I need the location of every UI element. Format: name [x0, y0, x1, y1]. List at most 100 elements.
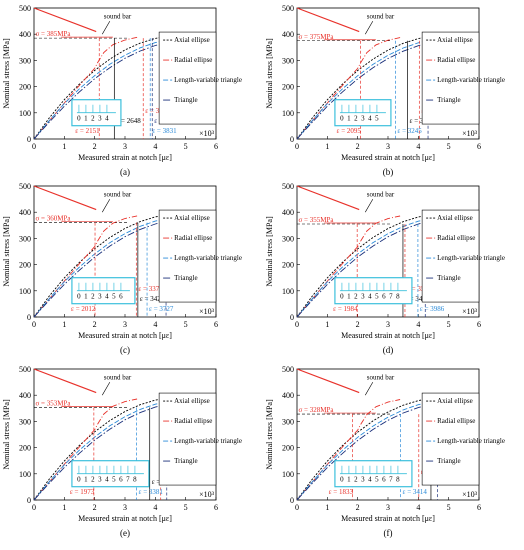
- length-variable-triangle-line: [296, 216, 480, 318]
- sigma-label: σ = 375MPa: [299, 33, 335, 41]
- legend-label: Axial ellipse: [174, 397, 210, 405]
- y-tick-label: 400: [19, 208, 31, 217]
- x-tick-label: 5: [447, 320, 451, 329]
- y-tick-label: 0: [290, 313, 294, 322]
- scale-tick-label: 4: [368, 476, 372, 484]
- x-tick-label: 1: [325, 503, 329, 512]
- y-tick-label: 100: [282, 287, 294, 296]
- sound-bar-line: [296, 185, 360, 211]
- legend-box: [421, 209, 480, 303]
- scale-tick-label: 2: [354, 115, 358, 123]
- legend-label: Triangle: [174, 457, 197, 465]
- x-tick-label: 3: [123, 142, 127, 151]
- x-tick-label: 2: [93, 503, 97, 512]
- sound-bar-pointer: [364, 198, 374, 213]
- sigma-label: σ = 360MPa: [36, 215, 72, 223]
- legend-label: Length-variable triangle: [174, 437, 242, 445]
- y-tick-label: 400: [19, 30, 31, 39]
- x-tick-label: 4: [153, 142, 157, 151]
- y-axis-label: Nominal stress [MPa]: [2, 38, 11, 109]
- scale-tick-label: 5: [375, 476, 379, 484]
- strain-label: ε = 3245: [397, 127, 422, 135]
- scale-tick-label: 5: [375, 293, 379, 301]
- x-tick-label: 2: [93, 142, 97, 151]
- scale-tick-label: 1: [84, 293, 88, 301]
- scale-tick-label: 2: [91, 115, 95, 123]
- panel-caption: (c): [120, 345, 130, 355]
- y-tick-label: 100: [19, 287, 31, 296]
- y-tick-label: 500: [19, 365, 31, 374]
- x-tick-label: 2: [356, 503, 360, 512]
- legend-label: Axial ellipse: [174, 214, 210, 222]
- length-variable-triangle-line: [33, 399, 217, 501]
- scale-tick-label: 0: [77, 476, 81, 484]
- scale-tick-label: 2: [91, 476, 95, 484]
- legend-label: Triangle: [437, 96, 460, 104]
- y-tick-label: 500: [19, 182, 31, 191]
- scale-tick-label: 6: [382, 293, 386, 301]
- scale-tick-label: 1: [347, 115, 351, 123]
- y-tick-label: 300: [19, 56, 31, 65]
- legend-label: Length-variable triangle: [437, 437, 505, 445]
- scale-tick-label: 1: [84, 476, 88, 484]
- sound-bar-line: [33, 368, 97, 394]
- y-tick-label: 0: [27, 313, 31, 322]
- scale-tick-label: 4: [368, 115, 372, 123]
- strain-label: ε = 3727: [149, 305, 174, 313]
- y-tick-label: 0: [290, 496, 294, 505]
- scale-tick-label: 7: [389, 476, 393, 484]
- y-tick-label: 300: [282, 234, 294, 243]
- y-tick-label: 0: [27, 496, 31, 505]
- y-tick-label: 100: [19, 109, 31, 118]
- strain-label: ε = 3601: [145, 107, 170, 115]
- strain-label: ε = 2151: [75, 127, 100, 135]
- legend-label: Axial ellipse: [174, 36, 210, 44]
- y-axis-label: Nominal stress [MPa]: [265, 399, 274, 470]
- scale-tick-label: 3: [361, 115, 365, 123]
- strain-label: ε = 3373: [138, 285, 163, 293]
- x-tick-label: 5: [447, 142, 451, 151]
- y-tick-label: 200: [19, 261, 31, 270]
- y-tick-label: 300: [282, 56, 294, 65]
- strain-label: ε = 1973: [70, 488, 95, 496]
- x-tick-label: 3: [386, 320, 390, 329]
- scale-tick-label: 6: [119, 293, 123, 301]
- x-tick-label: 4: [416, 320, 420, 329]
- legend-label: Axial ellipse: [437, 397, 473, 405]
- scale-tick-label: 3: [98, 115, 102, 123]
- y-tick-label: 0: [27, 135, 31, 144]
- scale-tick-label: 7: [389, 293, 393, 301]
- scale-tick-label: 8: [396, 476, 400, 484]
- y-axis-label: Nominal stress [MPa]: [265, 38, 274, 109]
- scale-tick-label: 3: [361, 476, 365, 484]
- legend-box: [421, 31, 480, 125]
- x-axis-label: Measured strain at notch [με]: [78, 514, 172, 523]
- y-tick-label: 100: [282, 109, 294, 118]
- x-tick-label: 6: [214, 142, 218, 151]
- sound-bar-pointer: [101, 198, 111, 213]
- scale-tick-label: 1: [347, 293, 351, 301]
- scale-tick-label: 0: [340, 115, 344, 123]
- y-axis-label: Nominal stress [MPa]: [2, 399, 11, 470]
- x-tick-label: 5: [184, 320, 188, 329]
- x-tick-label: 3: [123, 320, 127, 329]
- sigma-label: σ = 385MPa: [36, 30, 72, 38]
- x-tick-label: 1: [62, 503, 66, 512]
- x-tick-label: 4: [153, 503, 157, 512]
- x-tick-label: 5: [184, 142, 188, 151]
- x-tick-label: 0: [295, 503, 299, 512]
- x-tick-label: 6: [477, 320, 481, 329]
- y-tick-label: 200: [282, 83, 294, 92]
- x-axis-label: Measured strain at notch [με]: [78, 153, 172, 162]
- sound-bar-pointer: [101, 381, 111, 396]
- x-axis-label: Measured strain at notch [με]: [341, 153, 435, 162]
- x-multiplier: ×10³: [199, 490, 215, 499]
- y-tick-label: 200: [282, 444, 294, 453]
- radial-ellipse-line: [33, 36, 138, 140]
- panel-caption: (a): [120, 167, 130, 177]
- legend-box: [158, 31, 217, 125]
- scale-tick-label: 3: [98, 293, 102, 301]
- radial-ellipse-line: [296, 37, 401, 140]
